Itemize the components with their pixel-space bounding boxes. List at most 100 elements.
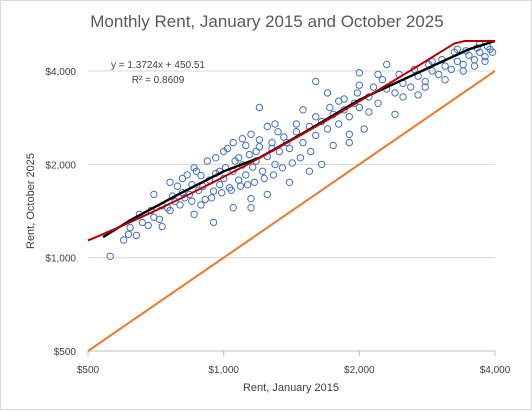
data-point [414, 91, 422, 99]
data-point [155, 215, 164, 224]
data-point [312, 77, 320, 86]
data-point [203, 157, 212, 165]
data-point [250, 178, 259, 187]
data-points [106, 40, 497, 261]
data-point [258, 167, 267, 176]
data-point [138, 218, 147, 227]
data-point [263, 190, 271, 199]
data-point [223, 144, 232, 153]
x-tick-label: $500 [77, 365, 100, 376]
data-point [260, 174, 268, 183]
data-point [269, 171, 278, 179]
data-point [158, 222, 166, 231]
data-point [216, 181, 224, 189]
data-point [312, 113, 320, 121]
data-point [235, 176, 243, 184]
data-point [360, 125, 368, 133]
data-point [345, 130, 353, 139]
data-point [255, 103, 264, 112]
data-point [481, 53, 489, 61]
data-point [283, 138, 291, 147]
data-point [453, 57, 461, 65]
data-point [144, 221, 152, 230]
data-point [374, 70, 382, 79]
data-point [292, 120, 301, 128]
data-point [197, 201, 205, 209]
data-point [176, 201, 184, 209]
data-point [391, 110, 399, 119]
data-point [345, 113, 353, 121]
data-point [488, 48, 497, 56]
data-point [353, 89, 362, 97]
data-point [201, 195, 209, 204]
y-tick-label: $4,000 [45, 67, 76, 78]
data-point [245, 150, 254, 159]
x-tick-label: $4,000 [480, 365, 511, 376]
data-point [106, 252, 114, 261]
equal-line [87, 70, 496, 352]
data-point [383, 60, 391, 69]
data-point [150, 190, 158, 199]
data-point [190, 164, 198, 172]
data-point [470, 56, 479, 64]
y-axis-title: Rent, October 2025 [25, 153, 37, 249]
data-point [243, 181, 252, 189]
data-point [326, 103, 334, 112]
data-point [255, 136, 264, 144]
data-point [329, 141, 337, 150]
data-point [312, 131, 320, 140]
data-point [285, 144, 294, 153]
data-point [355, 81, 363, 89]
data-point [229, 138, 237, 147]
data-point [459, 60, 467, 69]
data-point [247, 204, 255, 212]
x-tick-label: $2,000 [344, 365, 375, 376]
data-point [355, 103, 363, 112]
data-point [238, 135, 247, 143]
data-point [190, 210, 198, 219]
data-point [178, 174, 187, 183]
data-point [275, 147, 284, 156]
x-axis-title: Rent, January 2015 [243, 382, 339, 394]
data-point [299, 106, 307, 114]
data-point [247, 195, 255, 203]
data-point [335, 120, 343, 128]
data-point [280, 133, 288, 141]
data-point [435, 70, 443, 79]
data-point [307, 147, 315, 156]
data-point [229, 204, 237, 212]
data-point [378, 76, 387, 84]
data-point [323, 89, 332, 97]
data-point [453, 45, 461, 53]
data-point [374, 99, 382, 107]
data-point [296, 154, 305, 162]
data-point [183, 171, 191, 179]
data-point [391, 89, 399, 97]
data-point [235, 154, 243, 162]
data-point [212, 154, 220, 162]
data-point [278, 164, 287, 172]
x-axis: $500 $1,000 $2,000 $4,000 [77, 350, 511, 376]
data-point [345, 138, 353, 147]
data-point [428, 67, 436, 75]
data-point [355, 69, 363, 77]
r-squared-label: R² = 0.8609 [132, 75, 185, 86]
data-point [292, 128, 301, 136]
data-point [421, 83, 429, 91]
data-point [249, 163, 257, 171]
data-point [132, 231, 141, 240]
y-tick-label: $500 [54, 347, 77, 358]
data-point [459, 67, 467, 75]
data-point [188, 197, 196, 206]
y-tick-label: $1,000 [45, 254, 76, 265]
data-point [242, 171, 250, 179]
data-point [268, 138, 276, 147]
data-point [247, 130, 255, 139]
data-point [252, 147, 260, 156]
data-point [271, 120, 279, 128]
chart-title: Monthly Rent, January 2015 and October 2… [90, 12, 443, 31]
data-point [285, 178, 294, 187]
data-point [305, 167, 314, 176]
data-point [441, 62, 449, 70]
